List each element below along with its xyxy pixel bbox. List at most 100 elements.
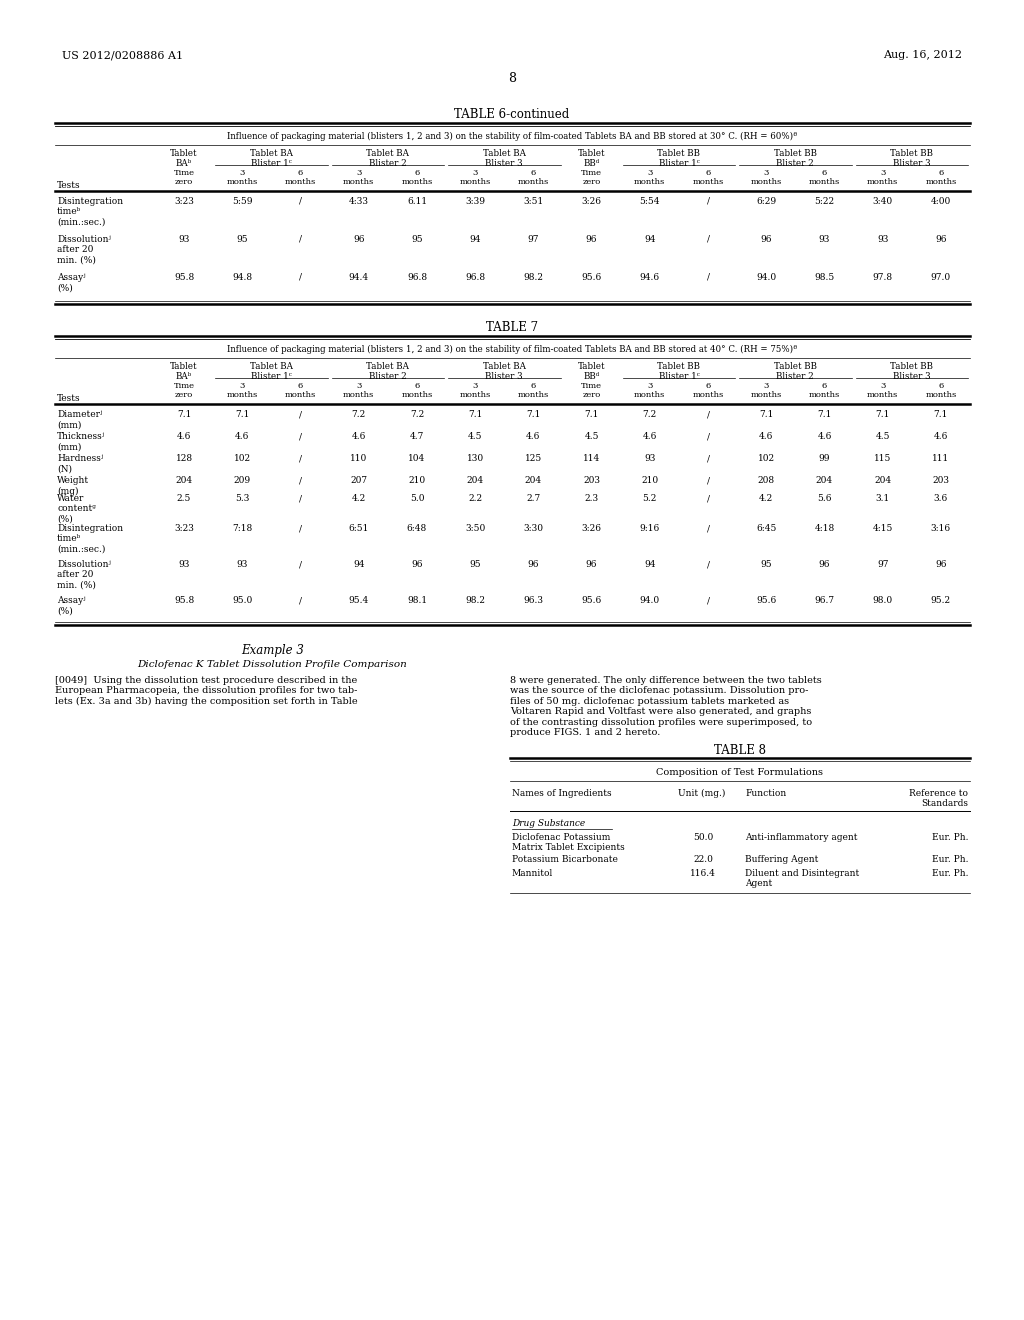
- Text: 95.4: 95.4: [348, 597, 369, 605]
- Text: Influence of packaging material (blisters 1, 2 and 3) on the stability of film-c: Influence of packaging material (blister…: [227, 132, 797, 141]
- Text: 5.0: 5.0: [410, 494, 424, 503]
- Text: 3.6: 3.6: [934, 494, 948, 503]
- Text: /: /: [299, 524, 302, 533]
- Text: Tablet BB
Blister 1ᶜ: Tablet BB Blister 1ᶜ: [657, 362, 700, 381]
- Text: 116.4: 116.4: [690, 869, 716, 878]
- Text: 97: 97: [877, 560, 889, 569]
- Text: 6
months: 6 months: [926, 381, 956, 399]
- Text: Tests: Tests: [57, 181, 81, 190]
- Text: 111: 111: [932, 454, 949, 463]
- Text: 96.8: 96.8: [465, 273, 485, 282]
- Text: 95: 95: [412, 235, 423, 244]
- Text: 98.0: 98.0: [872, 597, 893, 605]
- Text: 22.0: 22.0: [693, 855, 713, 865]
- Text: 96.3: 96.3: [523, 597, 544, 605]
- Text: 4.7: 4.7: [410, 432, 424, 441]
- Text: 93: 93: [178, 235, 189, 244]
- Text: Diclofenac K Tablet Dissolution Profile Comparison: Diclofenac K Tablet Dissolution Profile …: [137, 660, 408, 669]
- Text: 7.1: 7.1: [876, 411, 890, 418]
- Text: 4.6: 4.6: [526, 432, 541, 441]
- Text: Unit (mg.): Unit (mg.): [678, 789, 725, 799]
- Text: /: /: [707, 477, 710, 484]
- Text: 6
months: 6 months: [401, 169, 432, 186]
- Text: 96: 96: [935, 235, 946, 244]
- Text: 5.2: 5.2: [643, 494, 657, 503]
- Text: 210: 210: [409, 477, 426, 484]
- Text: 3.1: 3.1: [876, 494, 890, 503]
- Text: Tablet
BBᵈ: Tablet BBᵈ: [578, 362, 605, 381]
- Text: Reference to
Standards: Reference to Standards: [909, 789, 968, 808]
- Text: 4:00: 4:00: [931, 197, 951, 206]
- Text: 2.5: 2.5: [177, 494, 191, 503]
- Text: 4:33: 4:33: [349, 197, 369, 206]
- Text: 3:40: 3:40: [872, 197, 893, 206]
- Text: 7.1: 7.1: [236, 411, 250, 418]
- Text: 95.2: 95.2: [931, 597, 951, 605]
- Text: Thicknessʲ
(mm): Thicknessʲ (mm): [57, 432, 105, 451]
- Text: 3
months: 3 months: [751, 381, 782, 399]
- Text: 3:50: 3:50: [465, 524, 485, 533]
- Text: 94.4: 94.4: [349, 273, 369, 282]
- Text: 6:51: 6:51: [348, 524, 369, 533]
- Text: 3
months: 3 months: [867, 381, 898, 399]
- Text: 6
months: 6 months: [692, 169, 724, 186]
- Text: 2.2: 2.2: [468, 494, 482, 503]
- Text: 6
months: 6 months: [692, 381, 724, 399]
- Text: 98.2: 98.2: [465, 597, 485, 605]
- Text: Water
contentᵍ
(%): Water contentᵍ (%): [57, 494, 96, 524]
- Text: 94.8: 94.8: [232, 273, 252, 282]
- Text: 98.5: 98.5: [814, 273, 835, 282]
- Text: Composition of Test Formulations: Composition of Test Formulations: [656, 768, 823, 777]
- Text: Tablet BA
Blister 3: Tablet BA Blister 3: [482, 149, 525, 169]
- Text: Eur. Ph.: Eur. Ph.: [932, 855, 968, 865]
- Text: 6:48: 6:48: [407, 524, 427, 533]
- Text: /: /: [707, 597, 710, 605]
- Text: 94: 94: [353, 560, 365, 569]
- Text: Diclofenac Potassium
Matrix Tablet Excipients: Diclofenac Potassium Matrix Tablet Excip…: [512, 833, 625, 853]
- Text: 96: 96: [761, 235, 772, 244]
- Text: 3:39: 3:39: [465, 197, 485, 206]
- Text: 97: 97: [527, 235, 540, 244]
- Text: 114: 114: [583, 454, 600, 463]
- Text: 5:54: 5:54: [640, 197, 660, 206]
- Text: 3:51: 3:51: [523, 197, 544, 206]
- Text: Hardnessʲ
(N): Hardnessʲ (N): [57, 454, 103, 474]
- Text: 3
months: 3 months: [751, 169, 782, 186]
- Text: Anti-inflammatory agent: Anti-inflammatory agent: [745, 833, 857, 842]
- Text: Assayʲ
(%): Assayʲ (%): [57, 597, 86, 615]
- Text: Dissolutionʲ
after 20
min. (%): Dissolutionʲ after 20 min. (%): [57, 235, 111, 265]
- Text: 99: 99: [819, 454, 830, 463]
- Text: 102: 102: [233, 454, 251, 463]
- Text: /: /: [299, 273, 302, 282]
- Text: Potassium Bicarbonate: Potassium Bicarbonate: [512, 855, 617, 865]
- Text: 96.8: 96.8: [407, 273, 427, 282]
- Text: 96: 96: [935, 560, 946, 569]
- Text: 6
months: 6 months: [926, 169, 956, 186]
- Text: /: /: [707, 432, 710, 441]
- Text: /: /: [299, 454, 302, 463]
- Text: 50.0: 50.0: [693, 833, 713, 842]
- Text: TABLE 8: TABLE 8: [714, 744, 766, 756]
- Text: 3
months: 3 months: [634, 381, 666, 399]
- Text: Disintegration
timeᵇ
(min.:sec.): Disintegration timeᵇ (min.:sec.): [57, 524, 123, 554]
- Text: 4.5: 4.5: [876, 432, 890, 441]
- Text: 7.1: 7.1: [934, 411, 948, 418]
- Text: 3
months: 3 months: [343, 381, 375, 399]
- Text: 104: 104: [409, 454, 426, 463]
- Text: 4.5: 4.5: [468, 432, 482, 441]
- Text: Weight
(mg): Weight (mg): [57, 477, 89, 495]
- Text: Tablet BA
Blister 1ᶜ: Tablet BA Blister 1ᶜ: [250, 362, 293, 381]
- Text: /: /: [707, 454, 710, 463]
- Text: 95: 95: [237, 235, 248, 244]
- Text: 97.8: 97.8: [872, 273, 893, 282]
- Text: 5:22: 5:22: [814, 197, 835, 206]
- Text: 93: 93: [237, 560, 248, 569]
- Text: 3
months: 3 months: [634, 169, 666, 186]
- Text: Aug. 16, 2012: Aug. 16, 2012: [883, 50, 962, 59]
- Text: Diameterʲ
(mm): Diameterʲ (mm): [57, 411, 102, 429]
- Text: TABLE 6-continued: TABLE 6-continued: [455, 108, 569, 121]
- Text: 96.7: 96.7: [814, 597, 835, 605]
- Text: Tablet
BBᵈ: Tablet BBᵈ: [578, 149, 605, 169]
- Text: [0049]  Using the dissolution test procedure described in the
European Pharmacop: [0049] Using the dissolution test proced…: [55, 676, 357, 706]
- Text: /: /: [707, 494, 710, 503]
